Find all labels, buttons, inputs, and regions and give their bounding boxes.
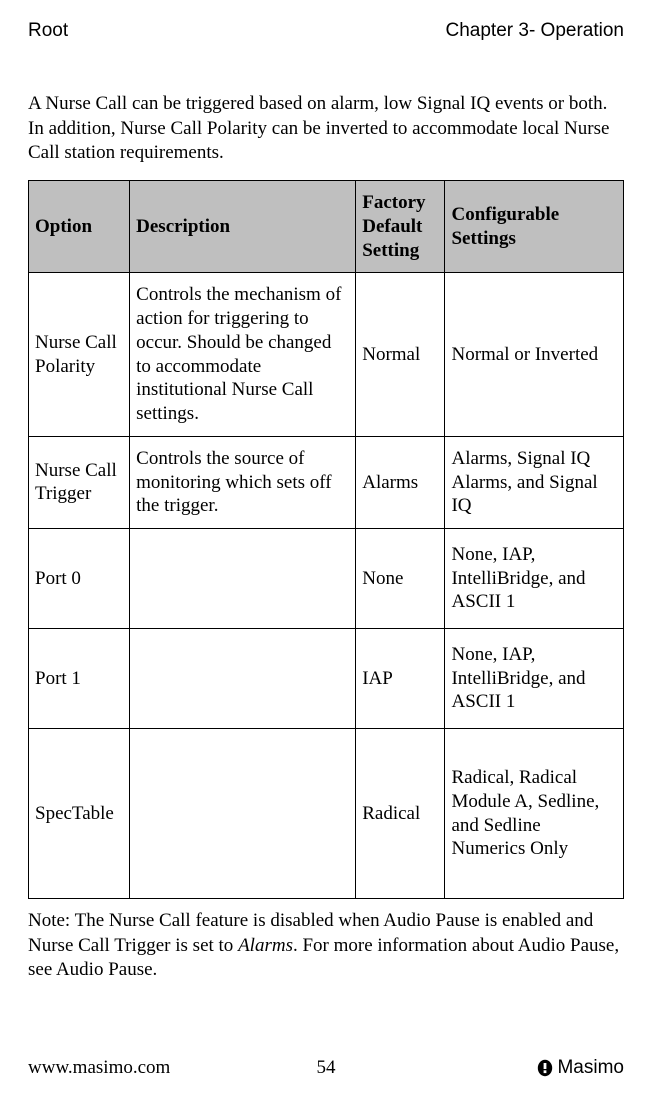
cell-option: Nurse Call Trigger	[29, 436, 130, 528]
options-table: Option Description Factory Default Setti…	[28, 180, 624, 899]
table-body: Nurse Call PolarityControls the mechanis…	[29, 273, 624, 899]
cell-default: Normal	[356, 273, 445, 437]
table-header-row: Option Description Factory Default Setti…	[29, 181, 624, 273]
note-paragraph: Note: The Nurse Call feature is disabled…	[28, 909, 624, 983]
masimo-icon	[537, 1059, 553, 1077]
table-row: SpecTable RadicalRadical, Radical Module …	[29, 729, 624, 899]
cell-description: Controls the source of monitoring which …	[130, 436, 356, 528]
cell-description	[130, 529, 356, 629]
cell-default: Alarms	[356, 436, 445, 528]
cell-configurable: None, IAP, IntelliBridge, and ASCII 1	[445, 629, 624, 729]
cell-configurable: Radical, Radical Module A, Sedline, and …	[445, 729, 624, 899]
col-header-configurable: Configurable Settings	[445, 181, 624, 273]
cell-description	[130, 629, 356, 729]
cell-description: Controls the mechanism of action for tri…	[130, 273, 356, 437]
header-row: Root Chapter 3- Operation	[28, 20, 624, 42]
cell-configurable: None, IAP, IntelliBridge, and ASCII 1	[445, 529, 624, 629]
page: Root Chapter 3- Operation A Nurse Call c…	[0, 0, 652, 1097]
cell-description	[130, 729, 356, 899]
footer-brand-text: Masimo	[557, 1057, 624, 1079]
table-row: Port 1 IAPNone, IAP, IntelliBridge, and A…	[29, 629, 624, 729]
footer-page-number: 54	[317, 1057, 336, 1079]
note-italic: Alarms	[238, 935, 293, 956]
footer-left: www.masimo.com	[28, 1057, 170, 1079]
cell-default: None	[356, 529, 445, 629]
cell-option: SpecTable	[29, 729, 130, 899]
cell-configurable: Alarms, Signal IQ Alarms, and Signal IQ	[445, 436, 624, 528]
col-header-option: Option	[29, 181, 130, 273]
intro-paragraph: A Nurse Call can be triggered based on a…	[28, 92, 624, 166]
cell-option: Nurse Call Polarity	[29, 273, 130, 437]
cell-option: Port 0	[29, 529, 130, 629]
table-row: Port 0 NoneNone, IAP, IntelliBridge, and …	[29, 529, 624, 629]
cell-default: Radical	[356, 729, 445, 899]
table-row: Nurse Call PolarityControls the mechanis…	[29, 273, 624, 437]
col-header-default: Factory Default Setting	[356, 181, 445, 273]
cell-option: Port 1	[29, 629, 130, 729]
footer-row: www.masimo.com 54 Masimo	[28, 1057, 624, 1079]
cell-default: IAP	[356, 629, 445, 729]
col-header-description: Description	[130, 181, 356, 273]
footer-brand: Masimo	[537, 1057, 624, 1079]
table-row: Nurse Call TriggerControls the source of…	[29, 436, 624, 528]
cell-configurable: Normal or Inverted	[445, 273, 624, 437]
header-right: Chapter 3- Operation	[446, 20, 625, 42]
header-left: Root	[28, 20, 68, 42]
